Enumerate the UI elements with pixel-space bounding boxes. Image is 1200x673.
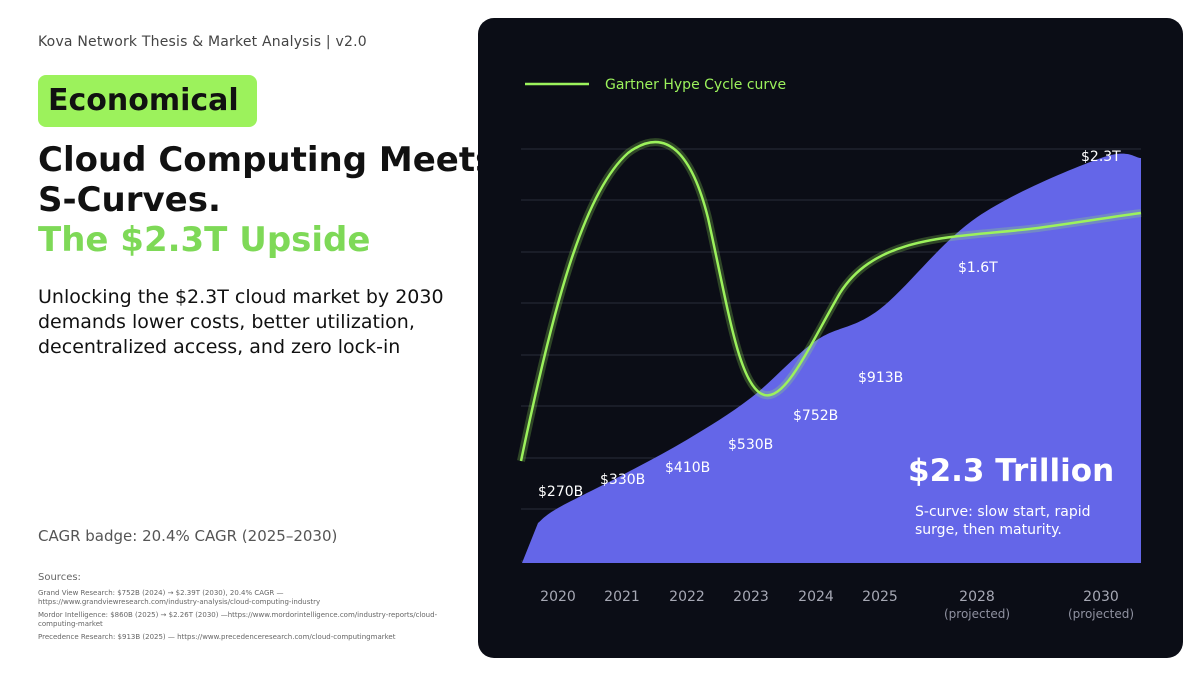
annotation-text-1: S-curve: slow start, rapid: [915, 504, 1091, 520]
market-size-area: [522, 153, 1141, 563]
title-accent: The $2.3T Upside: [38, 220, 371, 260]
source-item: Grand View Research: $752B (2024) → $2.3…: [38, 589, 321, 606]
value-label: $1.6T: [958, 260, 998, 276]
annotation-headline: $2.3 Trillion: [908, 453, 1114, 489]
hype-curve: [519, 140, 1142, 462]
source-item: Precedence Research: $913B (2025) — http…: [38, 633, 396, 641]
x-tick-label: 2021: [604, 589, 640, 605]
x-tick-label: 2023: [733, 589, 769, 605]
value-label: $410B: [665, 460, 710, 476]
value-label: $913B: [858, 370, 903, 386]
sources: Sources: Grand View Research: $752B (202…: [38, 572, 438, 646]
market-chart: Gartner Hype Cycle curve $270B $330B $410B…: [517, 77, 1142, 621]
x-tick-label: 2020: [540, 589, 576, 605]
x-tick-label: 2030: [1083, 589, 1119, 605]
description: Unlocking the $2.3T cloud market by 2030…: [38, 286, 444, 358]
value-label: $270B: [538, 484, 583, 500]
x-axis-labels: 2020 2021 2022 2023 2024 2025 2028 (projected) 2…: [540, 589, 1134, 621]
source-item: Mordor Intelligence: $860B (2025) → $2.2…: [38, 611, 438, 628]
value-label: $2.3T: [1081, 149, 1121, 165]
x-tick-label: 2028: [959, 589, 995, 605]
value-label: $752B: [793, 408, 838, 424]
x-tick-note: (projected): [1068, 607, 1134, 621]
cagr-text: CAGR badge: 20.4% CAGR (2025–2030): [38, 527, 338, 545]
header-title: Kova Network Thesis & Market Analysis | …: [38, 34, 367, 50]
title-line-2: S-Curves.: [38, 180, 221, 220]
legend-label: Gartner Hype Cycle curve: [605, 77, 786, 93]
x-tick-label: 2025: [862, 589, 898, 605]
value-label: $530B: [728, 437, 773, 453]
annotation-text-2: surge, then maturity.: [915, 522, 1062, 538]
title-line-1: Cloud Computing Meets: [38, 140, 496, 180]
x-tick-note: (projected): [944, 607, 1010, 621]
page-title: Cloud Computing Meets S-Curves. The $2.3…: [38, 140, 495, 260]
chart-panel: Gartner Hype Cycle curve $270B $330B $410B…: [478, 18, 1183, 658]
category-badge: Economical: [38, 75, 257, 127]
x-tick-label: 2022: [669, 589, 705, 605]
value-labels: $270B $330B $410B $530B $752B $913B $1.6T $2.3T: [538, 149, 1121, 500]
x-tick-label: 2024: [798, 589, 834, 605]
sources-label: Sources:: [38, 572, 81, 583]
value-label: $330B: [600, 472, 645, 488]
